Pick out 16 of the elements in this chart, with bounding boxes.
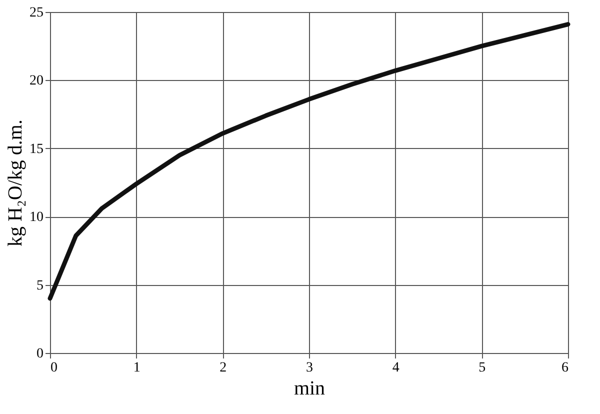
y-tick-label: 15 [30,142,44,157]
line-series [48,22,570,301]
x-tick-label: 3 [306,360,313,376]
y-tick-label: 20 [30,74,44,89]
x-tick-label: 1 [133,360,140,376]
y-tick-label: 0 [36,346,44,362]
x-tick-label: 4 [392,360,400,376]
x-tick-label: 6 [562,360,568,376]
y-tick-label: 25 [30,6,44,20]
y-tick-label: 10 [30,210,44,226]
x-tick-label: 2 [220,360,227,376]
y-axis-title: kg H₂O/kg d.m. [4,120,26,246]
y-tick-label: 5 [36,278,44,294]
x-tick-label: 0 [50,360,58,376]
x-axis-title: min [294,378,326,400]
x-tick-label: 5 [478,360,486,376]
